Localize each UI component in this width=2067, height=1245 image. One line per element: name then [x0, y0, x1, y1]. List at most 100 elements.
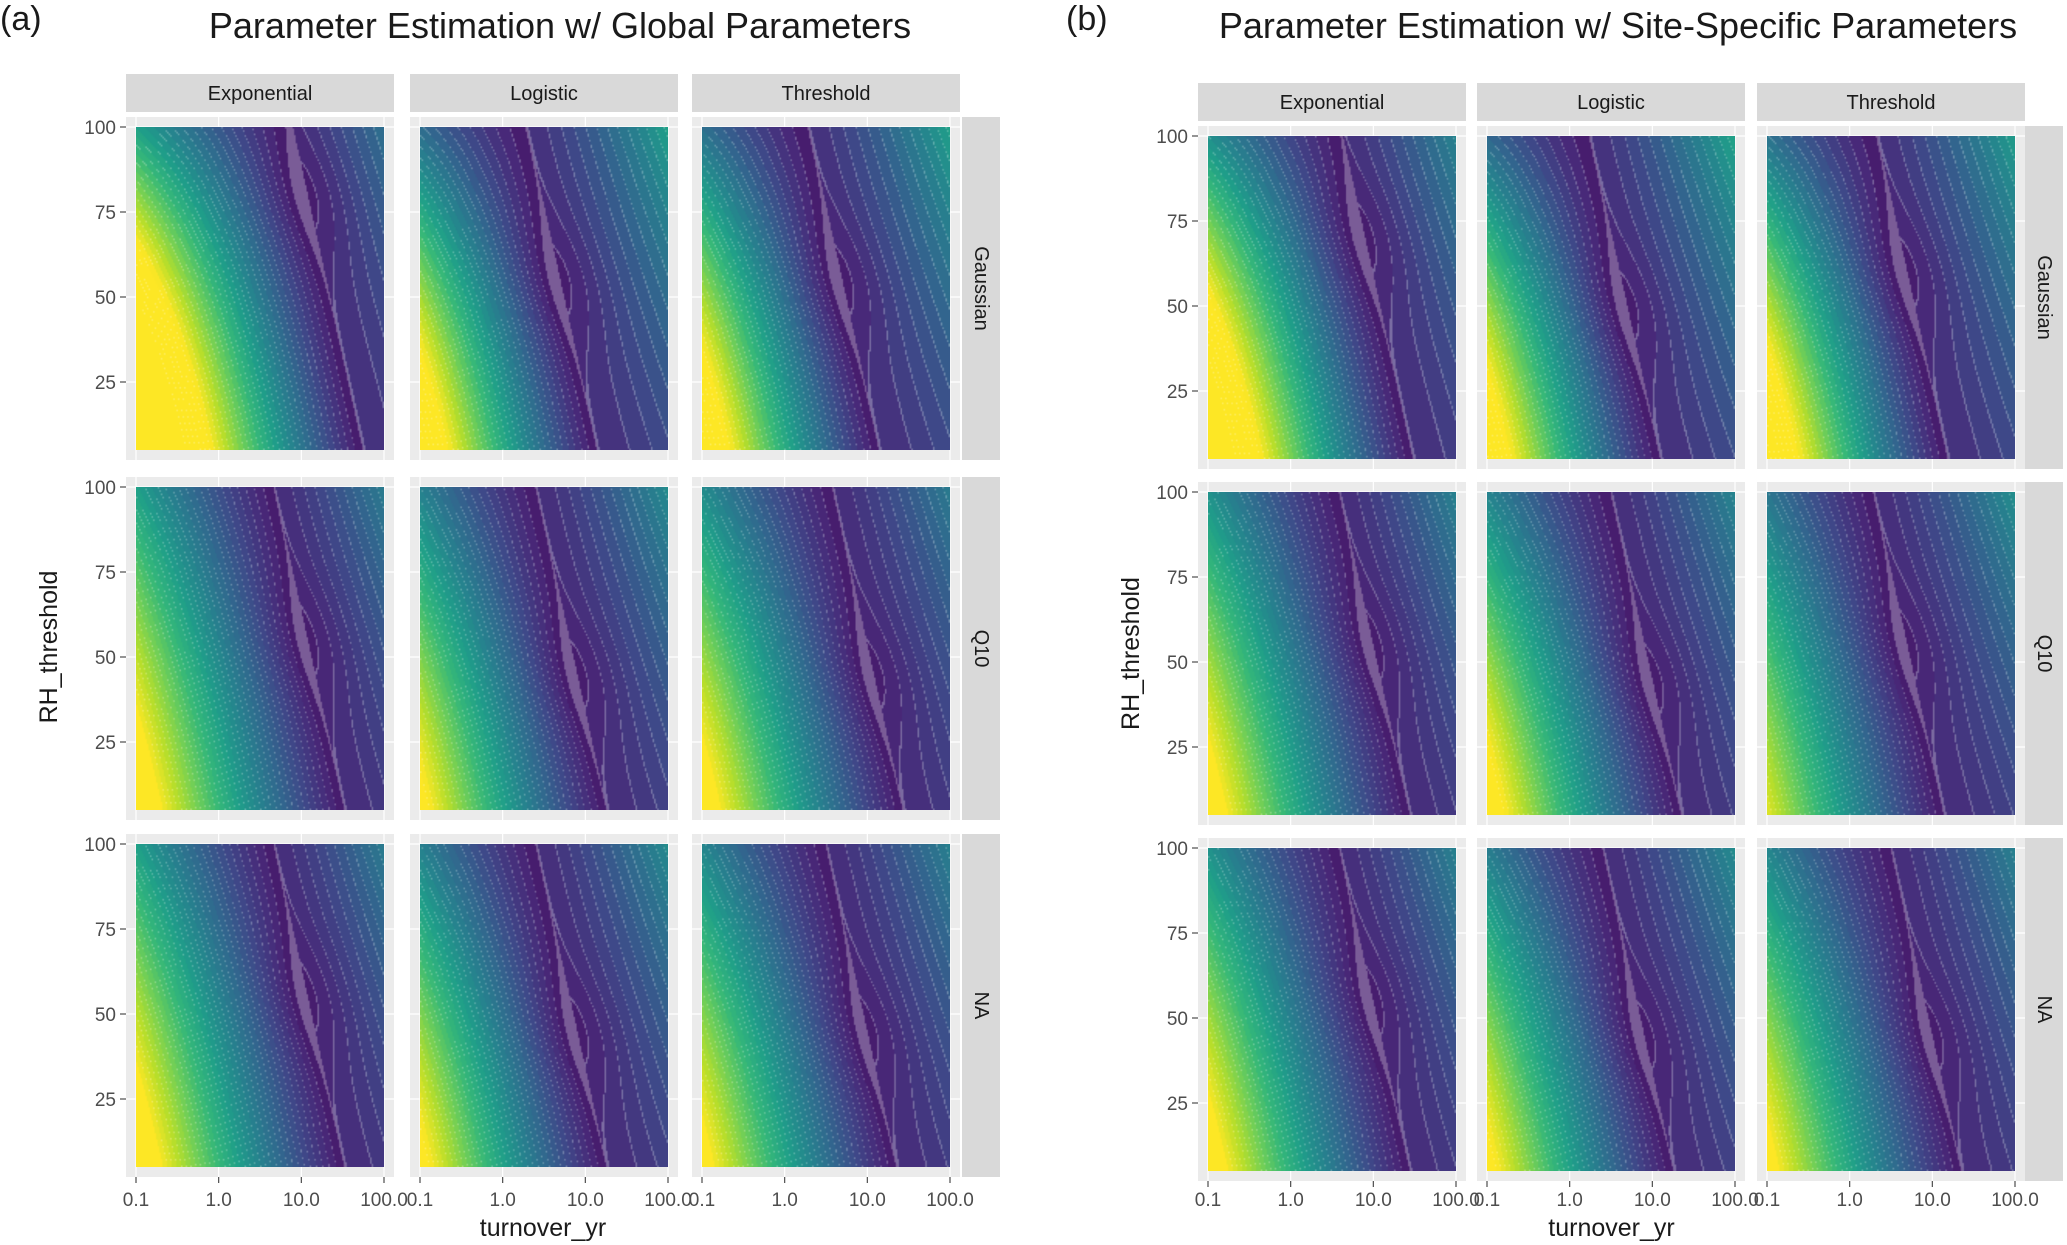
contour-fill: [1208, 848, 1456, 1171]
facet-strip-row: [962, 477, 1000, 820]
y-axis-title: RH_threshold: [1117, 577, 1145, 730]
y-tick-label: 25: [95, 733, 116, 754]
facet-strip-label: Logistic: [1577, 92, 1645, 114]
x-tick-label: 10.0: [849, 1190, 886, 1211]
x-tick-label: 1.0: [489, 1190, 515, 1211]
y-tick-label: 25: [95, 373, 116, 394]
x-tick-label: 0.1: [123, 1190, 149, 1211]
x-tick-label: 1.0: [1836, 1190, 1862, 1211]
facet-na-threshold: 0.1 1.0 10.0 100.0: [1754, 838, 2039, 1211]
facet-strip-column: [1198, 83, 1466, 121]
facet-strip-column: [1477, 83, 1745, 121]
x-tick-label: 0.1: [689, 1190, 715, 1211]
facet-na-logistic: 0.1 1.0 10.0 100.0: [1474, 838, 1759, 1211]
x-tick-label: 10.0: [1355, 1190, 1392, 1211]
y-tick-label: 100: [1156, 483, 1188, 504]
x-tick-label: 1.0: [205, 1190, 231, 1211]
x-tick-label: 1.0: [771, 1190, 797, 1211]
contour-fill: [1767, 492, 2015, 815]
y-tick-label: 50: [1167, 297, 1188, 318]
x-tick-label: 10.0: [567, 1190, 604, 1211]
x-axis-title: turnover_yr: [1548, 1214, 1674, 1242]
facet-gaussian-exponential: 25 50 75 100: [1156, 126, 1466, 469]
y-tick-label: 100: [84, 118, 116, 139]
y-tick-label: 100: [1156, 127, 1188, 148]
contour-fill: [420, 844, 668, 1167]
x-tick-label: 100.0: [1991, 1190, 2039, 1211]
facet-strip-column: [410, 74, 678, 112]
facet-strip-label: Threshold: [1847, 92, 1936, 114]
panel-label: (a): [0, 0, 42, 38]
facet-strip-row: [2025, 482, 2063, 825]
facet-strip-label: Exponential: [208, 83, 313, 105]
contour-fill: [420, 127, 668, 450]
contour-fill: [702, 487, 950, 810]
x-tick-label: 1.0: [1277, 1190, 1303, 1211]
y-tick-label: 100: [84, 478, 116, 499]
x-tick-label: 0.1: [1195, 1190, 1221, 1211]
contour-fill: [1208, 136, 1456, 459]
y-tick-label: 100: [1156, 839, 1188, 860]
y-tick-label: 75: [1167, 568, 1188, 589]
x-tick-label: 100.0: [644, 1190, 692, 1211]
facet-strip-label: Threshold: [782, 83, 871, 105]
y-tick-label: 50: [95, 288, 116, 309]
facet-gaussian-exponential: 25 50 75 100: [84, 117, 394, 460]
facet-strip-row: [2025, 126, 2063, 469]
contour-fill: [702, 844, 950, 1167]
facet-strip-label: Q10: [2033, 635, 2055, 673]
y-tick-label: 25: [1167, 382, 1188, 403]
y-tick-label: 50: [1167, 653, 1188, 674]
facet-gaussian-logistic: [410, 117, 678, 460]
facet-strip-label: Gaussian: [970, 246, 992, 331]
facet-q10-threshold: [692, 477, 960, 820]
y-tick-label: 75: [95, 920, 116, 941]
facet-strip-label: NA: [970, 992, 992, 1020]
facet-strip-label: Gaussian: [2033, 255, 2055, 340]
contour-fill: [1487, 136, 1735, 459]
contour-fill: [1487, 492, 1735, 815]
y-tick-label: 75: [95, 563, 116, 584]
panel-title: Parameter Estimation w/ Global Parameter…: [209, 5, 911, 46]
facet-strip-column: [1757, 83, 2025, 121]
contour-fill: [702, 127, 950, 450]
x-tick-label: 100.0: [360, 1190, 408, 1211]
contour-fill: [1767, 136, 2015, 459]
facet-q10-threshold: [1757, 482, 2025, 825]
x-tick-label: 10.0: [1914, 1190, 1951, 1211]
facet-na-exponential: 25 50 75 100 0.1 1.0 10.0 100.0: [1156, 838, 1480, 1211]
panel-label: (b): [1066, 0, 1108, 38]
x-axis-title: turnover_yr: [480, 1214, 606, 1242]
y-tick-label: 75: [95, 203, 116, 224]
facet-strip-label: Logistic: [510, 83, 578, 105]
y-tick-label: 25: [1167, 738, 1188, 759]
facet-strip-row: [2025, 838, 2063, 1181]
y-tick-label: 25: [1167, 1094, 1188, 1115]
panel-group-a: (a) Parameter Estimation w/ Global Parame…: [0, 0, 1000, 1242]
facet-gaussian-logistic: [1477, 126, 1745, 469]
facet-strip-column: [126, 74, 394, 112]
x-tick-label: 10.0: [1634, 1190, 1671, 1211]
facet-strip-label: Exponential: [1280, 92, 1385, 114]
facet-gaussian-threshold: [1757, 126, 2025, 469]
facet-strip-row: [962, 834, 1000, 1177]
facet-q10-exponential: 25 50 75 100: [1156, 482, 1466, 825]
x-tick-label: 1.0: [1556, 1190, 1582, 1211]
contour-fill: [420, 487, 668, 810]
x-tick-label: 10.0: [283, 1190, 320, 1211]
y-tick-label: 75: [1167, 212, 1188, 233]
facet-gaussian-threshold: [692, 117, 960, 460]
facet-q10-exponential: 25 50 75 100: [84, 477, 394, 820]
x-tick-label: 100.0: [926, 1190, 974, 1211]
y-tick-label: 25: [95, 1090, 116, 1111]
panel-title: Parameter Estimation w/ Site-Specific Pa…: [1219, 5, 2017, 46]
facet-na-logistic: 0.1 1.0 10.0 100.0: [407, 834, 692, 1211]
y-tick-label: 50: [95, 1005, 116, 1026]
facet-strip-label: NA: [2033, 996, 2055, 1024]
contour-fill: [1487, 848, 1735, 1171]
contour-fill: [136, 844, 384, 1167]
y-tick-label: 100: [84, 835, 116, 856]
facet-strip-label: Q10: [970, 630, 992, 668]
contour-fill: [136, 127, 384, 450]
